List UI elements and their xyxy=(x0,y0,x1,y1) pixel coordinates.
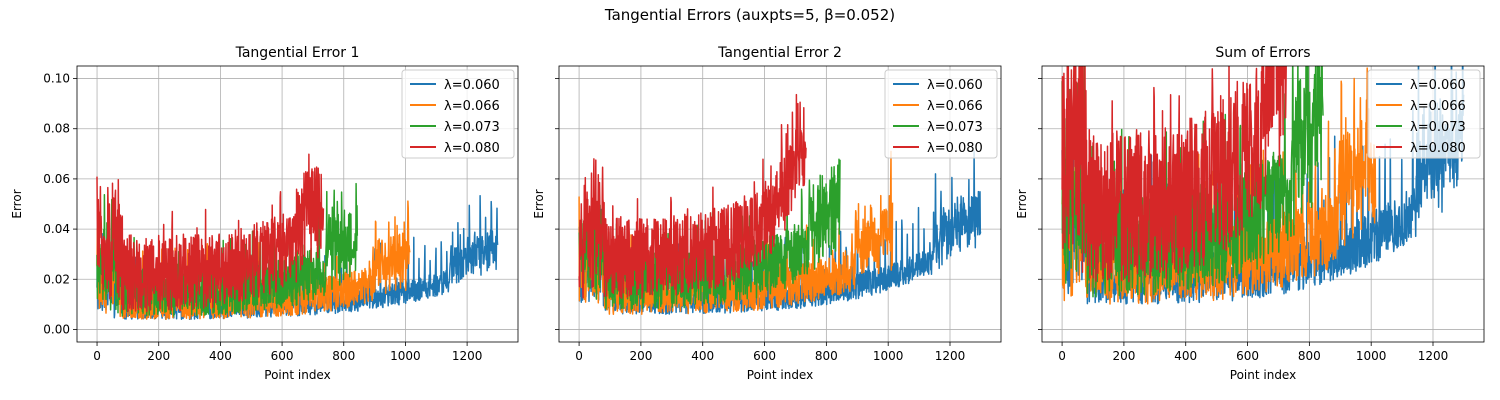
subplot-title: Tangential Error 1 xyxy=(235,45,360,61)
plot-area xyxy=(96,153,499,321)
x-axis-label: Point index xyxy=(747,368,813,382)
x-tick-label: 400 xyxy=(1174,349,1197,363)
legend-box xyxy=(1367,69,1481,159)
x-tick-label: 200 xyxy=(629,349,652,363)
y-tick-label: 0.04 xyxy=(43,222,70,236)
series-line xyxy=(1061,66,1287,283)
x-tick-label: 0 xyxy=(575,349,583,363)
series-line xyxy=(96,153,325,313)
y-tick-label: 0.06 xyxy=(43,172,70,186)
x-axis-label: Point index xyxy=(1230,368,1296,382)
legend-label: λ=0.066 xyxy=(927,99,983,114)
legend-label: λ=0.080 xyxy=(444,141,500,156)
subplot-sum-of-errors: 0 200 400 600 800 1000 1200 Sum of Errors Point … xyxy=(1015,45,1485,382)
subplot-tangential-error-1: 0 200 400 600 800 1000 1200 0.00 0.02 0.04 0.06 0.0… xyxy=(10,45,519,382)
legend-label: λ=0.066 xyxy=(1410,99,1466,114)
plot-area xyxy=(578,93,982,316)
legend: λ=0.060 λ=0.066 λ=0.073 λ=0.080 xyxy=(884,69,998,159)
legend-label: λ=0.066 xyxy=(444,99,500,114)
x-tick-label: 1200 xyxy=(1418,349,1449,363)
legend-box xyxy=(884,69,998,159)
x-tick-label: 800 xyxy=(332,349,355,363)
x-tick-label: 1000 xyxy=(1356,349,1387,363)
subplot-tangential-error-2: 0 200 400 600 800 1000 1200 Tangential Error 2 P… xyxy=(532,45,1002,382)
y-tick-label: 0.02 xyxy=(43,272,70,286)
legend-box xyxy=(401,69,515,159)
legend-label: λ=0.060 xyxy=(927,78,983,93)
x-tick-label: 400 xyxy=(209,349,232,363)
legend-label: λ=0.060 xyxy=(1410,78,1466,93)
legend-label: λ=0.060 xyxy=(444,78,500,93)
legend: λ=0.060 λ=0.066 λ=0.073 λ=0.080 xyxy=(1367,69,1481,159)
axes-frame xyxy=(558,65,1002,343)
y-axis-label: Error xyxy=(1015,189,1029,218)
subplot-title: Tangential Error 2 xyxy=(717,45,842,61)
x-axis-label: Point index xyxy=(264,368,330,382)
legend-label: λ=0.073 xyxy=(444,120,500,135)
x-tick-label: 0 xyxy=(1058,349,1066,363)
legend-label: λ=0.080 xyxy=(927,141,983,156)
y-tick-label: 0.00 xyxy=(43,322,70,336)
x-tick-label: 600 xyxy=(1236,349,1259,363)
y-tick-label: 0.08 xyxy=(43,122,70,136)
x-tick-label: 0 xyxy=(93,349,101,363)
legend-label: λ=0.080 xyxy=(1410,141,1466,156)
x-tick-label: 800 xyxy=(1298,349,1321,363)
x-tick-label: 1200 xyxy=(452,349,483,363)
x-tick-label: 400 xyxy=(691,349,714,363)
x-tick-label: 600 xyxy=(271,349,294,363)
figure-title: Tangential Errors (auxpts=5, β=0.052) xyxy=(604,6,895,24)
subplot-title: Sum of Errors xyxy=(1215,45,1310,61)
legend-label: λ=0.073 xyxy=(1410,120,1466,135)
x-tick-label: 600 xyxy=(753,349,776,363)
y-axis-label: Error xyxy=(10,189,24,218)
x-tick-label: 200 xyxy=(147,349,170,363)
x-tick-label: 800 xyxy=(815,349,838,363)
x-tick-label: 1200 xyxy=(935,349,966,363)
axes-frame xyxy=(76,65,519,343)
y-axis-label: Error xyxy=(532,189,546,218)
series-line xyxy=(578,93,807,299)
axes-frame xyxy=(1041,65,1485,343)
plot-area xyxy=(1061,66,1465,305)
x-tick-label: 1000 xyxy=(390,349,421,363)
legend-label: λ=0.073 xyxy=(927,120,983,135)
y-tick-label: 0.10 xyxy=(43,72,70,86)
x-tick-label: 1000 xyxy=(873,349,904,363)
x-tick-label: 200 xyxy=(1112,349,1135,363)
legend: λ=0.060 λ=0.066 λ=0.073 λ=0.080 xyxy=(401,69,515,159)
